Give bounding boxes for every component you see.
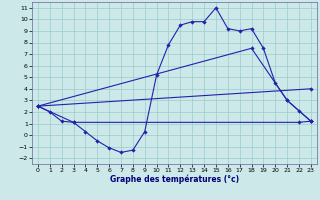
X-axis label: Graphe des températures (°c): Graphe des températures (°c)	[110, 175, 239, 184]
